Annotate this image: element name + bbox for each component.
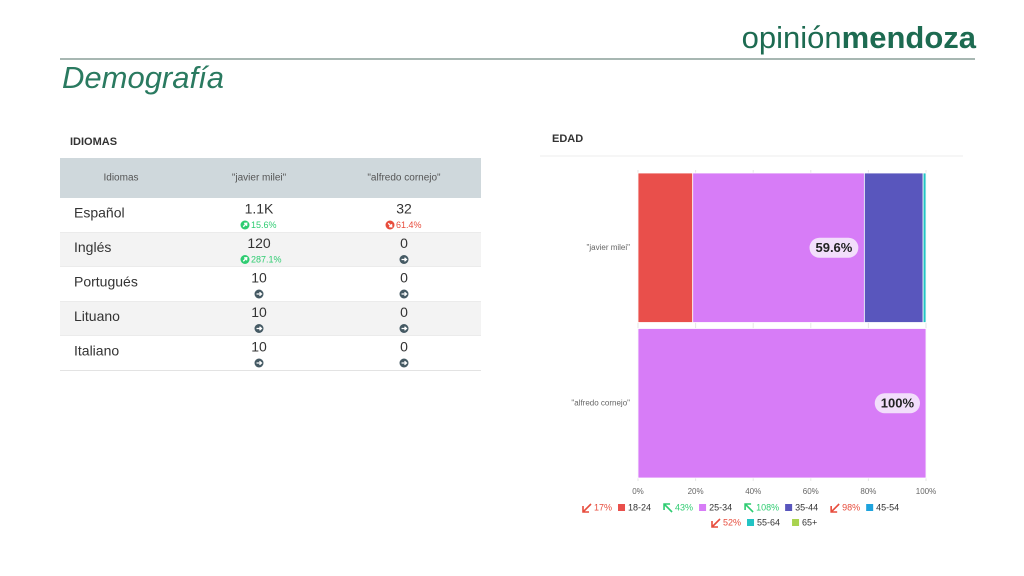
- trend-icon: [240, 255, 250, 264]
- legend-swatch: [618, 504, 626, 511]
- legend-change: 98%: [842, 502, 860, 512]
- row-label: Italiano: [74, 343, 119, 359]
- legend-label: 35-44: [795, 502, 818, 512]
- y-tick-label: "alfredo cornejo": [571, 398, 630, 407]
- legend-swatch: [866, 504, 874, 511]
- bar-segment: [863, 172, 924, 323]
- cell-value: 10: [251, 304, 267, 320]
- legend-swatch: [699, 504, 707, 511]
- row-label: Portugués: [74, 274, 138, 290]
- trend-arrow: [256, 360, 263, 366]
- legend-swatch: [792, 519, 800, 526]
- legend-trend: [663, 503, 673, 513]
- table-row: [60, 232, 481, 267]
- data-label-bg: [874, 393, 920, 414]
- trend-arrow: [401, 291, 408, 297]
- trend-icon: [254, 358, 264, 368]
- legend-label: 55-64: [757, 517, 780, 527]
- cell-change: 15.6%: [251, 220, 277, 230]
- trend-icon: [399, 324, 409, 333]
- x-tick-label: 20%: [688, 487, 704, 496]
- trend-icon: [399, 289, 409, 299]
- legend-label: 25-34: [709, 502, 732, 512]
- cell-value: 0: [400, 304, 408, 320]
- table-title: IDIOMAS: [70, 136, 117, 148]
- table-row: [60, 198, 481, 233]
- legend-label: 45-54: [876, 502, 899, 512]
- legend-trend: [830, 503, 840, 513]
- row-label: Inglés: [74, 239, 111, 255]
- column-header: "alfredo cornejo": [367, 173, 441, 184]
- cell-value: 10: [251, 270, 267, 286]
- cell-change: 61.4%: [396, 220, 422, 230]
- legend-trend: [711, 518, 721, 528]
- cell-value: 0: [400, 270, 408, 286]
- x-tick-label: 40%: [745, 487, 761, 496]
- legend-label: 65+: [802, 517, 817, 527]
- cell-value: 0: [400, 339, 408, 355]
- column-header: Idiomas: [103, 173, 138, 184]
- brand: opiniónmendoza: [742, 20, 977, 55]
- column-header: "javier milei": [232, 173, 287, 184]
- trend-arrow: [401, 326, 408, 331]
- x-tick-label: 0%: [632, 487, 644, 496]
- cell-change: 287.1%: [251, 254, 282, 264]
- page-title: Demografía: [62, 60, 224, 95]
- trend-arrow: [242, 257, 248, 262]
- brand-light: opinión: [742, 20, 842, 55]
- bar-segment: [637, 172, 694, 323]
- trend-icon: [254, 289, 264, 299]
- x-tick-label: 60%: [803, 487, 819, 496]
- trend-arrow: [401, 257, 408, 262]
- trend-arrow: [401, 360, 408, 366]
- row-label: Lituano: [74, 308, 120, 324]
- trend-icon: [399, 358, 409, 368]
- legend-change: 108%: [756, 502, 779, 512]
- legend-swatch: [785, 504, 793, 511]
- table-row: [60, 301, 481, 336]
- chart-title: EDAD: [552, 133, 583, 145]
- cell-value: 32: [396, 201, 412, 217]
- data-label: 59.6%: [815, 240, 852, 255]
- x-tick-label: 80%: [860, 487, 876, 496]
- legend-label: 18-24: [628, 502, 651, 512]
- legend-change: 43%: [675, 502, 693, 512]
- legend-trend: [744, 503, 754, 513]
- trend-icon: [385, 220, 395, 230]
- y-tick-label: "javier milei": [587, 243, 631, 252]
- trend-arrow: [242, 222, 248, 228]
- legend-trend: [582, 503, 592, 513]
- x-tick-label: 100%: [916, 487, 936, 496]
- table-row: [60, 267, 481, 302]
- table-header-bg: [60, 158, 481, 198]
- legend-swatch: [747, 519, 755, 526]
- trend-icon: [399, 255, 409, 264]
- cell-value: 10: [251, 339, 267, 355]
- cell-value: 120: [247, 235, 271, 251]
- data-label: 100%: [881, 396, 915, 411]
- trend-arrow: [387, 222, 393, 228]
- legend-change: 17%: [594, 502, 612, 512]
- trend-arrow: [256, 291, 263, 297]
- legend-change: 52%: [723, 517, 741, 527]
- row-label: Español: [74, 205, 125, 221]
- bar-segment: [922, 172, 927, 323]
- trend-arrow: [256, 326, 263, 331]
- table-row: [60, 336, 481, 371]
- data-label-bg: [809, 237, 859, 258]
- brand-bold: mendoza: [842, 20, 977, 55]
- cell-value: 1.1K: [245, 201, 274, 217]
- trend-icon: [240, 220, 250, 230]
- cell-value: 0: [400, 235, 408, 251]
- trend-icon: [254, 324, 264, 333]
